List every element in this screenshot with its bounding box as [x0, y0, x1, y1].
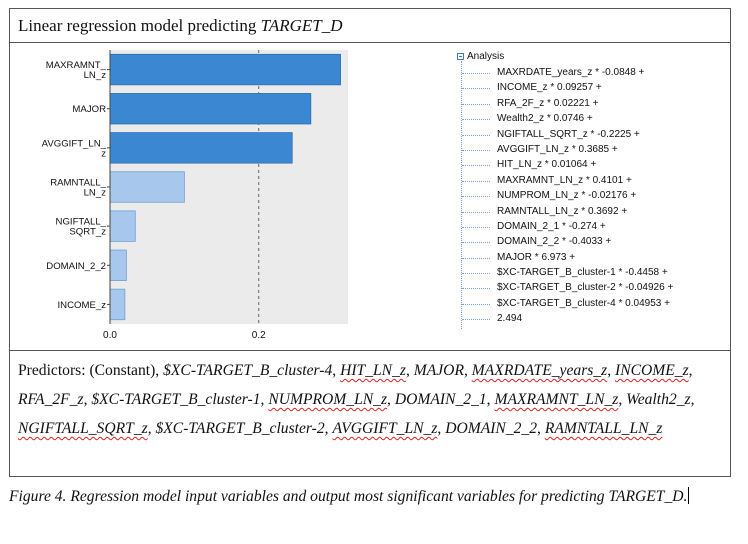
tree-connector — [461, 61, 462, 329]
bar[interactable] — [109, 210, 136, 242]
figure-caption: Figure 4. Regression model input variabl… — [9, 482, 739, 511]
predictor-var: $XC-TARGET_B_cluster-4 — [163, 362, 333, 379]
predictors-row: Predictors: (Constant), $XC-TARGET_B_clu… — [10, 350, 730, 477]
chart-title: Linear regression model predicting TARGE… — [18, 16, 343, 36]
category-label: NGIFTALL_ SQRT_z — [56, 217, 107, 238]
category-label: INCOME_z — [57, 300, 106, 311]
tree-item-label: RAMNTALL_LN_z * 0.3692 + — [497, 205, 628, 217]
x-tick-label: 0.2 — [252, 330, 266, 341]
tree-item[interactable]: NGIFTALL_SQRT_z * -0.2225 + — [457, 127, 729, 142]
tree-item-label: HIT_LN_z * 0.01064 + — [497, 159, 597, 171]
title-prefix: Linear regression model predicting — [18, 16, 261, 35]
tree-item[interactable]: $XC-TARGET_B_cluster-2 * -0.04926 + — [457, 280, 729, 295]
title-row: Linear regression model predicting TARGE… — [10, 9, 730, 43]
tree-item[interactable]: DOMAIN_2_1 * -0.274 + — [457, 219, 729, 234]
predictor-var: DOMAIN_2_1 — [394, 391, 487, 408]
tree-root[interactable]: Analysis — [457, 49, 504, 63]
bar[interactable] — [109, 93, 312, 125]
tree-item-label: Wealth2_z * 0.0746 + — [497, 113, 593, 125]
tree-item[interactable]: INCOME_z * 0.09257 + — [457, 80, 729, 95]
tree-item[interactable]: DOMAIN_2_2 * -0.4033 + — [457, 234, 729, 249]
tree-item[interactable]: Wealth2_z * 0.0746 + — [457, 111, 729, 126]
predictor-var: NUMPROM_LN_z — [268, 391, 388, 408]
predictor-var: $XC-TARGET_B_cluster-2 — [155, 420, 325, 437]
tree-item[interactable]: NUMPROM_LN_z * -0.02176 + — [457, 188, 729, 203]
tree-item-label: NGIFTALL_SQRT_z * -0.2225 + — [497, 128, 640, 140]
tree-item-label: NUMPROM_LN_z * -0.02176 + — [497, 190, 637, 202]
predictor-var: MAJOR — [413, 362, 464, 379]
analysis-tree: Analysis MAXRDATE_years_z * -0.0848 + INC… — [457, 49, 729, 349]
tree-item-label: MAXRDATE_years_z * -0.0848 + — [497, 67, 645, 78]
tree-item[interactable]: MAXRAMNT_LN_z * 0.4101 + — [457, 173, 729, 188]
tree-item-label: AVGGIFT_LN_z * 0.3685 + — [497, 143, 618, 155]
predictor-var: NGIFTALL_SQRT_z — [18, 420, 148, 437]
x-tick-label: 0.0 — [103, 330, 117, 341]
category-label: AVGGIFT_LN_ z — [42, 138, 107, 159]
tree-item[interactable]: $XC-TARGET_B_cluster-4 * 0.04953 + — [457, 296, 729, 311]
tree-item-label: $XC-TARGET_B_cluster-4 * 0.04953 + — [497, 297, 670, 309]
predictors-text: Predictors: (Constant), $XC-TARGET_B_clu… — [18, 362, 695, 437]
tree-item-label: 2.494 — [497, 313, 523, 325]
tree-item[interactable]: MAXRDATE_years_z * -0.0848 + — [457, 65, 729, 80]
tree-item-label: DOMAIN_2_1 * -0.274 + — [497, 220, 606, 232]
tree-item[interactable]: MAJOR * 6.973 + — [457, 250, 729, 265]
bar[interactable] — [109, 249, 127, 281]
predictor-importance-chart: MAXRAMNT_ LN_z MAJOR AVGGIFT_LN_ z RAMNTALL_ L… — [42, 50, 348, 341]
tree-item-label: $XC-TARGET_B_cluster-1 * -0.4458 + — [497, 267, 668, 279]
predictor-var: DOMAIN_2_2 — [445, 420, 538, 437]
predictor-var: AVGGIFT_LN_z — [332, 420, 438, 437]
predictor-var: Wealth2_z — [626, 391, 691, 408]
tree-item-label: RFA_2F_z * 0.02221 + — [497, 97, 599, 109]
bar[interactable] — [109, 171, 185, 203]
bar[interactable] — [109, 288, 126, 321]
tree-item[interactable]: $XC-TARGET_B_cluster-1 * -0.4458 + — [457, 265, 729, 280]
bar[interactable] — [109, 53, 341, 86]
tree-item[interactable]: RFA_2F_z * 0.02221 + — [457, 96, 729, 111]
predictor-var: $XC-TARGET_B_cluster-1 — [91, 391, 261, 408]
category-label: MAXRAMNT_ LN_z — [46, 60, 107, 81]
category-label: MAJOR — [72, 104, 106, 115]
predictor-var: INCOME_z — [615, 362, 689, 379]
predictor-var: MAXRDATE_years_z — [471, 362, 608, 379]
predictor-var: MAXRAMNT_LN_z — [494, 391, 619, 408]
tree-item-label: INCOME_z * 0.09257 + — [497, 82, 602, 94]
predictor-var: HIT_LN_z — [340, 362, 406, 379]
tree-item-label: $XC-TARGET_B_cluster-2 * -0.04926 + — [497, 282, 674, 294]
tree-item-label: MAJOR * 6.973 + — [497, 251, 576, 263]
collapse-icon[interactable] — [457, 52, 464, 60]
chart-area: MAXRAMNT_ LN_z MAJOR AVGGIFT_LN_ z RAMNTALL_ L… — [10, 43, 730, 349]
category-label: RAMNTALL_ LN_z — [50, 178, 106, 199]
tree-item-label: DOMAIN_2_2 * -0.4033 + — [497, 236, 612, 248]
caption-text: Figure 4. Regression model input variabl… — [9, 488, 688, 505]
tree-item[interactable]: RAMNTALL_LN_z * 0.3692 + — [457, 204, 729, 219]
figure-table: Linear regression model predicting TARGE… — [9, 8, 731, 477]
predictor-var: RFA_2F_z — [18, 391, 84, 408]
tree-item[interactable]: AVGGIFT_LN_z * 0.3685 + — [457, 142, 729, 157]
predictors-label: Predictors: (Constant), — [18, 362, 164, 379]
tree-root-label: Analysis — [467, 50, 505, 62]
predictor-var: RAMNTALL_LN_z — [544, 420, 663, 437]
text-cursor — [688, 487, 690, 504]
tree-item-label: MAXRAMNT_LN_z * 0.4101 + — [497, 174, 632, 186]
title-target: TARGET_D — [260, 16, 343, 35]
bar[interactable] — [109, 132, 293, 164]
category-label: DOMAIN_2_2 — [46, 261, 106, 272]
tree-item[interactable]: HIT_LN_z * 0.01064 + — [457, 157, 729, 172]
tree-items: MAXRDATE_years_z * -0.0848 + INCOME_z * 0… — [457, 65, 729, 327]
tree-item[interactable]: 2.494 — [457, 311, 729, 326]
